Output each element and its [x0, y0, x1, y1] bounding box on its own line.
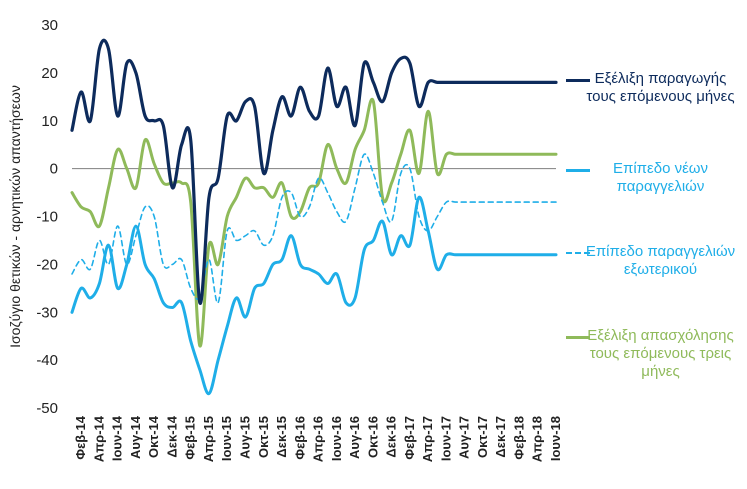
legend-item-new-orders: Επίπεδο νέων παραγγελιών — [566, 160, 743, 196]
x-tick-label: Αυγ-17 — [457, 416, 472, 459]
y-tick-label: -30 — [36, 304, 58, 321]
y-tick-label: -40 — [36, 352, 58, 369]
x-tick-label: Δεκ-17 — [493, 416, 508, 458]
x-tick-label: Φεβ-17 — [402, 416, 417, 460]
x-tick-label: Οκτ-15 — [256, 416, 271, 458]
y-tick-label: 0 — [50, 161, 58, 178]
series-employment-line — [70, 97, 558, 348]
legend-label-export-orders: Επίπεδο παραγγελιών εξωτερικού — [585, 243, 736, 278]
x-tick-label: Δεκ-15 — [274, 416, 289, 458]
x-tick-label: Αυγ-15 — [238, 416, 253, 459]
x-tick-label: Φεβ-18 — [511, 416, 526, 460]
legend-swatch-export-orders — [566, 252, 590, 254]
legend-label-new-orders: Επίπεδο νέων παραγγελιών — [613, 160, 708, 195]
x-tick-label: Απρ-14 — [91, 415, 106, 462]
x-tick-label: Φεβ-16 — [292, 416, 307, 460]
x-tick-label: Απρ-16 — [311, 416, 326, 462]
y-tick-label: 30 — [41, 17, 58, 34]
legend-label-production: Εξέλιξη παραγωγής τους επόμενους μήνες — [586, 70, 735, 105]
x-tick-label: Απρ-17 — [420, 416, 435, 462]
x-tick-label: Οκτ-16 — [365, 416, 380, 458]
x-tick-label: Δεκ-14 — [164, 415, 179, 457]
x-tick-label: Φεβ-15 — [183, 416, 198, 460]
y-tick-label: 10 — [41, 113, 58, 130]
x-tick-label: Ιουν-14 — [110, 415, 125, 461]
x-tick-label: Ιουν-15 — [219, 416, 234, 461]
legend-swatch-employment — [566, 336, 590, 339]
legend-item-production: Εξέλιξη παραγωγής τους επόμενους μήνες — [566, 70, 743, 106]
x-tick-label: Ιουν-17 — [438, 416, 453, 461]
legend-item-employment: Εξέλιξη απασχόλησης τους επόμενους τρεις… — [566, 327, 743, 381]
series-new-orders-line — [70, 195, 558, 396]
x-tick-label: Φεβ-14 — [73, 415, 88, 459]
x-tick-label: Απρ-15 — [201, 416, 216, 462]
x-tick-label: Απρ-18 — [530, 416, 545, 462]
x-tick-label: Οκτ-14 — [146, 415, 161, 458]
y-tick-label: -50 — [36, 400, 58, 417]
x-tick-label: Οκτ-17 — [475, 416, 490, 458]
series-production-line — [70, 38, 558, 305]
x-tick-label: Αυγ-16 — [347, 416, 362, 459]
legend-swatch-production — [566, 79, 590, 82]
legend-swatch-new-orders — [566, 169, 590, 172]
y-axis-title: Ισοζύγιο θετικών - αρνητικών απαντήσεων — [7, 85, 23, 348]
y-tick-label: -20 — [36, 256, 58, 273]
legend-label-employment: Εξέλιξη απασχόλησης τους επόμενους τρεις… — [587, 327, 734, 380]
legend-item-export-orders: Επίπεδο παραγγελιών εξωτερικού — [566, 243, 743, 279]
x-tick-label: Δεκ-16 — [384, 416, 399, 458]
series-export-orders-line — [71, 153, 557, 304]
x-tick-label: Αυγ-14 — [128, 415, 143, 459]
x-tick-label: Ιουν-16 — [329, 416, 344, 461]
y-tick-label: 20 — [41, 65, 58, 82]
y-tick-label: -10 — [36, 209, 58, 226]
x-tick-label: Ιουν-18 — [548, 416, 563, 461]
